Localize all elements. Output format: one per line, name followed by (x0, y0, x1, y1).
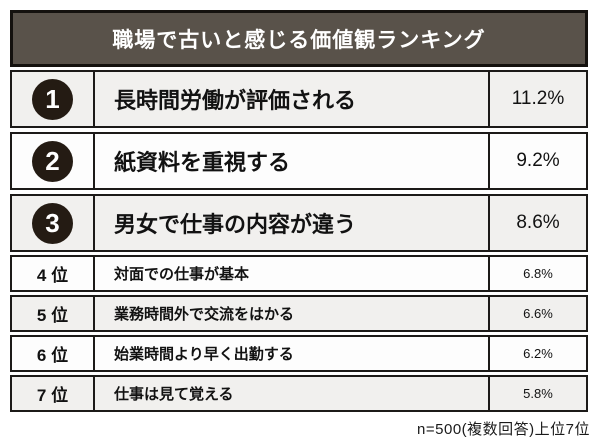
rank-3-badge: 3 (32, 202, 73, 244)
item-label: 対面での仕事が基本 (95, 257, 490, 290)
ranking-row-3: 3 男女で仕事の内容が違う 8.6% (10, 194, 588, 252)
rank-cell-4: 4 位 (12, 257, 95, 290)
ranking-row-4: 4 位 対面での仕事が基本 6.8% (10, 255, 588, 292)
value-label: 5.8% (523, 386, 553, 401)
item-label: 仕事は見て覚える (95, 377, 490, 410)
value-label: 9.2% (516, 150, 560, 171)
rank-cell-1: 1 (12, 72, 95, 126)
value-label: 6.2% (523, 346, 553, 361)
value-label: 8.6% (516, 212, 560, 233)
rank-cell-6: 6 位 (12, 337, 95, 370)
rank-5-label: 5 位 (36, 306, 69, 325)
page-title: 職場で古いと感じる価値観ランキング (112, 28, 486, 52)
rank-4-label: 4 位 (36, 266, 69, 285)
ranking-row-7: 7 位 仕事は見て覚える 5.8% (10, 375, 588, 412)
rank-7-label: 7 位 (36, 386, 69, 405)
rank-cell-5: 5 位 (12, 297, 95, 330)
ranking-row-1: 1 長時間労働が評価される 11.2% (10, 70, 588, 128)
rank-cell-7: 7 位 (12, 377, 95, 410)
item-label: 業務時間外で交流をはかる (95, 297, 490, 330)
title-bar: 職場で古いと感じる価値観ランキング (10, 10, 588, 67)
rank-1-badge: 1 (32, 78, 73, 120)
value-label: 11.2% (511, 88, 565, 109)
value-label: 6.6% (523, 306, 553, 321)
ranking-row-5: 5 位 業務時間外で交流をはかる 6.6% (10, 295, 588, 332)
value-label: 6.8% (523, 266, 553, 281)
item-label: 男女で仕事の内容が違う (95, 196, 490, 250)
rank-2-badge: 2 (32, 140, 73, 182)
survey-note: n=500(複数回答)上位7位 (417, 421, 590, 438)
rank-6-label: 6 位 (36, 346, 69, 365)
rank-cell-3: 3 (12, 196, 95, 250)
ranking-row-2: 2 紙資料を重視する 9.2% (10, 132, 588, 190)
ranking-board: 職場で古いと感じる価値観ランキング 1 長時間労働が評価される 11.2% 2 … (10, 10, 588, 412)
ranking-row-6: 6 位 始業時間より早く出勤する 6.2% (10, 335, 588, 372)
item-label: 長時間労働が評価される (95, 72, 490, 126)
rank-cell-2: 2 (12, 134, 95, 188)
item-label: 紙資料を重視する (95, 134, 490, 188)
item-label: 始業時間より早く出勤する (95, 337, 490, 370)
